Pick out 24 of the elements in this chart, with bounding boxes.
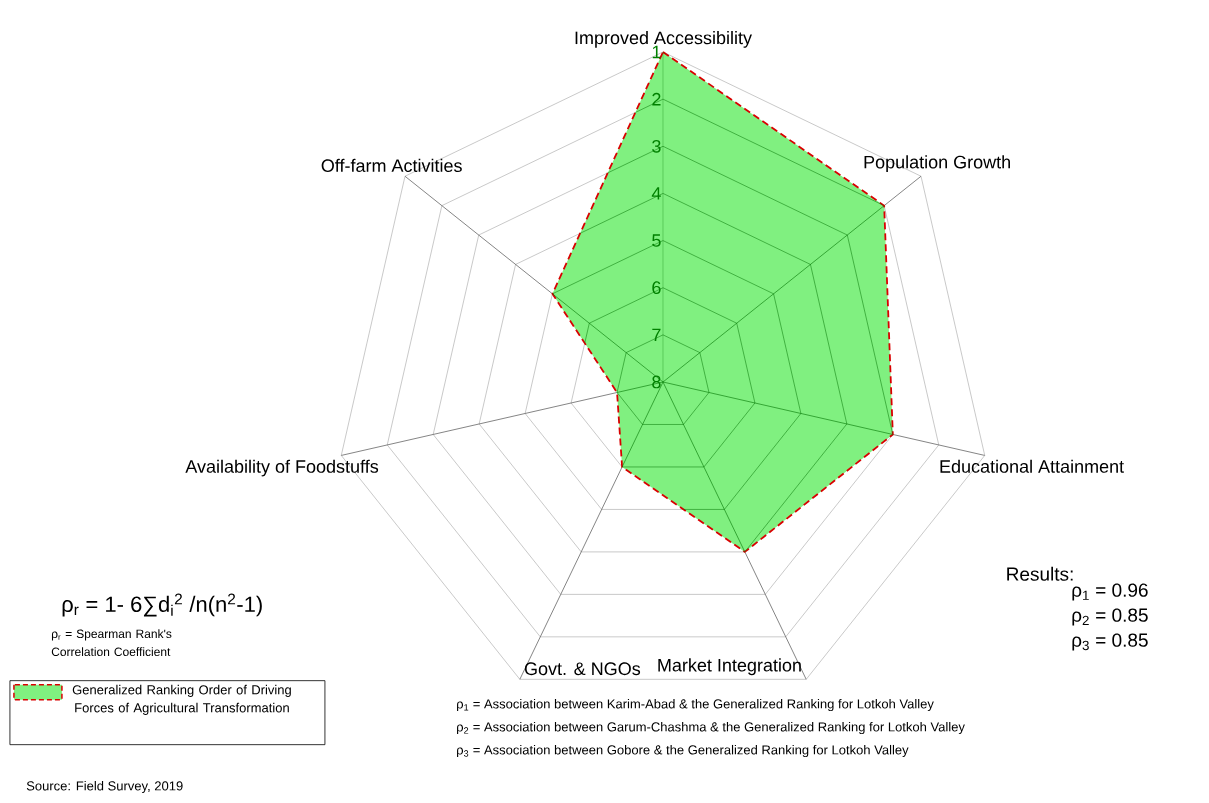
y-tick-label: 3 xyxy=(652,139,661,153)
spoke-label: Availability of Foodstuffs xyxy=(185,459,379,477)
y-tick-label: 7 xyxy=(652,328,661,342)
text: ρ$_{r}$ = 1- 6∑d$_{i}$$^{2}$ /n(n$^{2}$-1) xyxy=(62,593,262,617)
spoke-label: Educational Attainment xyxy=(940,459,1124,473)
text: ρ$_{2}$ = 0.85 xyxy=(1072,608,1148,626)
text: ρ$_{r}$ = Spearman Rank's Correlation Coefficient xyxy=(51,629,172,657)
y-tick-label: 2 xyxy=(652,92,661,106)
y-tick-label: 8 xyxy=(652,375,661,389)
y-tick-label: 6 xyxy=(652,281,661,295)
y-tick-label: 4 xyxy=(651,187,661,200)
text: ρ$_{3}$ = 0.85 xyxy=(1072,633,1148,651)
text: ρ$_{2}$ = Association between Garum-Chashma & the Generalized Ranking for Lotkoh Valley xyxy=(457,721,965,735)
spoke-label: Off-farm Activities xyxy=(321,158,462,173)
text: ρ$_{1}$ = Association between Karim-Abad & the Generalized Ranking for Lotkoh Valley xyxy=(457,698,934,712)
y-tick-label: 5 xyxy=(652,234,661,247)
legend-label: Generalized Ranking Order of Driving Forces of Agricultural Transformation xyxy=(72,684,291,715)
source-note: Source: Field Survey, 2019 xyxy=(26,780,183,794)
text: ρ$_{1}$ = 0.96 xyxy=(1072,583,1148,601)
spoke-label: Population Growth xyxy=(864,155,1010,173)
text: Results: xyxy=(1007,566,1073,581)
text: ρ$_{3}$ = Association between Gobore & the Generalized Ranking for Lotkoh Valley xyxy=(457,744,909,758)
spoke-label: Govt. & NGOs xyxy=(524,662,641,676)
spoke-label: Market Integration xyxy=(658,658,801,676)
